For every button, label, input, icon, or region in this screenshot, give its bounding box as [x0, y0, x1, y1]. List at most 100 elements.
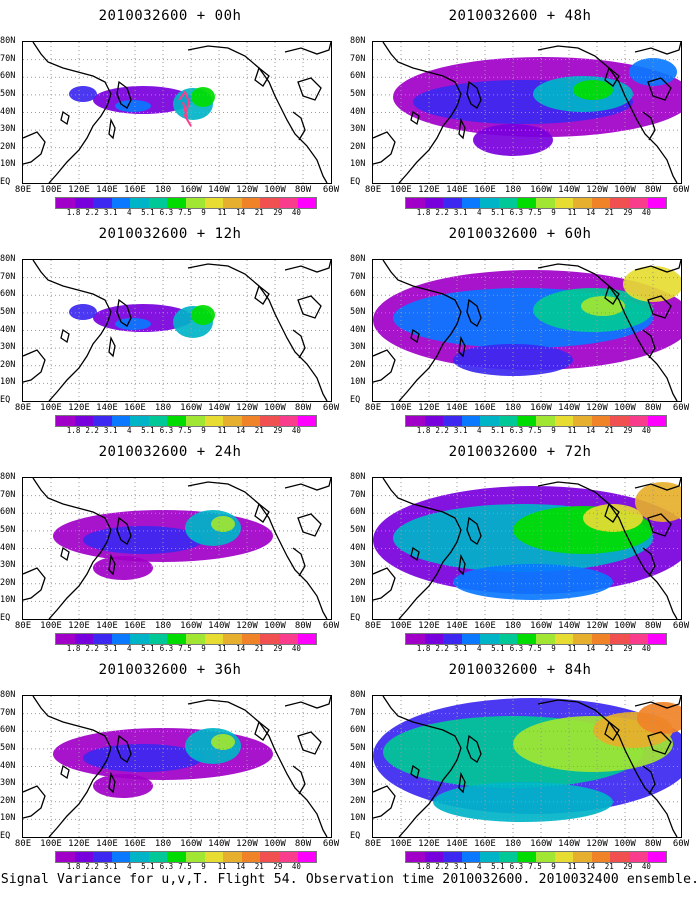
lat-label: 80N: [0, 472, 16, 482]
colorbar-swatch: [278, 198, 298, 208]
colorbar-swatch: [186, 634, 205, 644]
lon-label: 120W: [586, 403, 608, 413]
coastline: [410, 764, 420, 780]
coastline: [373, 349, 396, 383]
colorbar-label: 2.2: [435, 644, 449, 653]
coastline: [23, 349, 46, 383]
lon-label: 120E: [68, 621, 90, 631]
colorbar-swatch: [74, 634, 94, 644]
colorbar-swatch: [278, 416, 298, 426]
coastline: [647, 295, 672, 319]
colorbar-label: 3.1: [103, 644, 118, 653]
lon-label: 100E: [40, 621, 62, 631]
coastline: [647, 77, 672, 101]
colorbar-label: 2.2: [435, 208, 449, 217]
lat-label: 30N: [350, 778, 366, 789]
lon-label: 160W: [180, 403, 202, 413]
colorbar-swatch: [554, 198, 574, 208]
colorbar-label: 7.5: [178, 426, 192, 435]
colorbar-swatch: [647, 634, 667, 644]
colorbar-swatch: [498, 634, 518, 644]
lon-label: 100W: [614, 839, 636, 849]
coastline: [373, 131, 396, 165]
lon-label: 100E: [390, 621, 412, 631]
coastline: [297, 731, 322, 755]
lat-label: 30N: [0, 342, 16, 353]
colorbar-label: 7.5: [528, 426, 542, 435]
lon-label: 120E: [418, 621, 440, 631]
lon-label: 80E: [14, 185, 32, 195]
coastline: [116, 734, 132, 763]
coastline: [642, 329, 656, 359]
colorbar-swatch: [204, 634, 224, 644]
lat-label: 70N: [350, 489, 366, 500]
colorbar-swatch: [517, 198, 537, 208]
colorbar-label: 21: [604, 426, 614, 435]
lon-label: 160W: [180, 185, 202, 195]
lon-label: 80W: [644, 185, 662, 195]
lon-label: 80W: [294, 839, 312, 849]
coastline: [284, 42, 331, 55]
variance-contour: [83, 744, 203, 772]
coastline: [284, 478, 331, 491]
colorbar-label: 1.8: [66, 426, 81, 435]
colorbar-label: 1.8: [416, 208, 431, 217]
colorbar-label: 4: [477, 862, 482, 871]
lon-label: 140W: [558, 403, 580, 413]
lon-label: 140E: [96, 185, 118, 195]
colorbar-swatch: [186, 198, 205, 208]
lat-label: 60N: [0, 725, 16, 736]
colorbar-swatch: [461, 198, 481, 208]
lon-label: 80W: [644, 839, 662, 849]
flight-track: [178, 89, 192, 127]
lat-label: 50N: [0, 88, 16, 99]
colorbar-label: 21: [604, 644, 614, 653]
variance-contour: [629, 58, 677, 86]
colorbar-swatch: [554, 416, 574, 426]
coastline: [60, 110, 70, 126]
colorbar-swatch: [260, 416, 279, 426]
colorbar-swatch: [443, 416, 462, 426]
coastline: [292, 547, 306, 577]
colorbar-swatch: [610, 198, 629, 208]
colorbar-swatch: [111, 852, 131, 862]
colorbar-swatch: [443, 198, 462, 208]
colorbar-label: 4: [477, 644, 482, 653]
variance-contour: [93, 774, 153, 798]
coastline: [373, 567, 396, 601]
colorbar-swatch: [461, 852, 481, 862]
colorbar-label: 7.5: [528, 862, 542, 871]
colorbar-swatch: [536, 634, 555, 644]
lon-label: 180: [504, 621, 522, 631]
lat-label: 40N: [0, 106, 16, 117]
coastline: [60, 764, 70, 780]
colorbar-label: 1.8: [416, 862, 431, 871]
coastline: [187, 481, 328, 619]
lon-label: 160W: [530, 621, 552, 631]
lat-label: 60N: [350, 507, 366, 518]
variance-contour: [115, 100, 151, 112]
colorbar-swatch: [74, 198, 94, 208]
colorbar-label: 14: [236, 208, 246, 217]
lon-label: 140W: [558, 621, 580, 631]
panel-title: 2010032600 + 12h: [98, 226, 242, 242]
lat-label: 60N: [350, 725, 366, 736]
colorbar-swatch: [223, 198, 242, 208]
coastline: [32, 42, 112, 183]
colorbar-swatch: [461, 634, 481, 644]
lat-label: EQ: [350, 177, 361, 187]
colorbar-label: 29: [273, 426, 283, 435]
lat-label: EQ: [350, 831, 361, 841]
colorbar-label: 6.3: [509, 644, 524, 653]
variance-map: [372, 695, 682, 838]
colorbar-swatch: [130, 198, 149, 208]
coastline: [642, 111, 656, 141]
colorbar-swatch: [111, 634, 131, 644]
colorbar-swatch: [130, 634, 149, 644]
lon-label: 180: [154, 403, 172, 413]
lat-label: 30N: [350, 560, 366, 571]
variance-map: [22, 259, 332, 402]
colorbar-label: 11: [217, 644, 227, 653]
coastline: [537, 263, 678, 401]
lat-label: 40N: [350, 542, 366, 553]
